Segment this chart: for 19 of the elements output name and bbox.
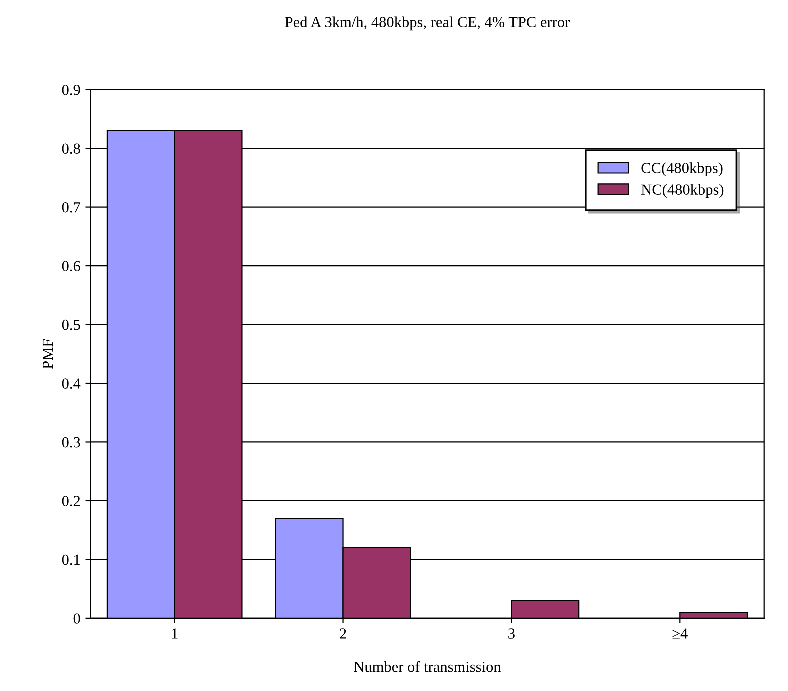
legend-label: CC(480kbps) [642,162,723,176]
y-tick-label: 0.2 [62,496,80,506]
chart-title: Ped A 3km/h, 480kbps, real CE, 4% TPC error [285,16,570,31]
x-tick-label: 3 [508,628,515,639]
y-tick-label: 0 [74,614,80,624]
y-tick-label: 0.6 [62,261,80,272]
y-tick-label: 0.7 [62,202,80,213]
x-tick-label: ≥4 [672,628,688,639]
x-tick-label: 1 [172,628,178,639]
y-tick-label: 0.3 [62,437,80,448]
y-tick-label: 0.1 [62,554,80,566]
y-tick-label: 0.4 [62,378,81,390]
y-tick-label: 0.5 [62,320,80,330]
legend-label: NC(480kbps) [642,184,724,198]
x-tick-label: 2 [340,628,346,639]
y-axis-title: PMF [42,339,53,369]
y-tick-label: 0.8 [62,144,80,154]
x-axis-title: Number of transmission [354,661,502,672]
y-tick-label: 0.9 [62,84,80,96]
